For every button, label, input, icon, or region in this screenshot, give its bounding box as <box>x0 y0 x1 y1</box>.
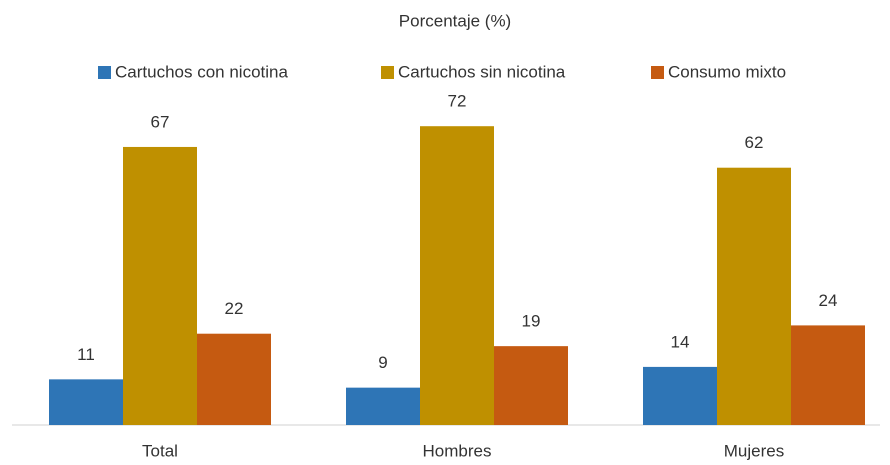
bar <box>643 366 717 425</box>
legend-swatch <box>651 66 664 79</box>
data-label: 72 <box>448 92 467 111</box>
legend-label: Consumo mixto <box>668 62 786 81</box>
x-tick-label: Total <box>142 441 178 460</box>
data-label: 67 <box>151 112 170 131</box>
chart-title: Porcentaje (%) <box>399 11 511 30</box>
bar <box>49 379 123 425</box>
data-label: 11 <box>77 345 95 364</box>
data-label: 22 <box>225 299 244 318</box>
bar <box>494 346 568 425</box>
bar <box>420 126 494 425</box>
data-label: 62 <box>745 133 764 152</box>
x-tick-label: Hombres <box>423 441 492 460</box>
data-label: 19 <box>522 312 541 331</box>
legend-label: Cartuchos sin nicotina <box>398 62 566 81</box>
data-label: 14 <box>671 332 690 351</box>
bar <box>791 325 865 425</box>
legend-label: Cartuchos con nicotina <box>115 62 288 81</box>
legend-swatch <box>98 66 111 79</box>
data-label: 24 <box>819 291 838 310</box>
bar <box>346 387 420 425</box>
data-label: 9 <box>378 353 387 372</box>
bar <box>197 333 271 425</box>
bar <box>717 167 791 425</box>
bar <box>123 146 197 425</box>
x-tick-label: Mujeres <box>724 441 784 460</box>
legend-swatch <box>381 66 394 79</box>
